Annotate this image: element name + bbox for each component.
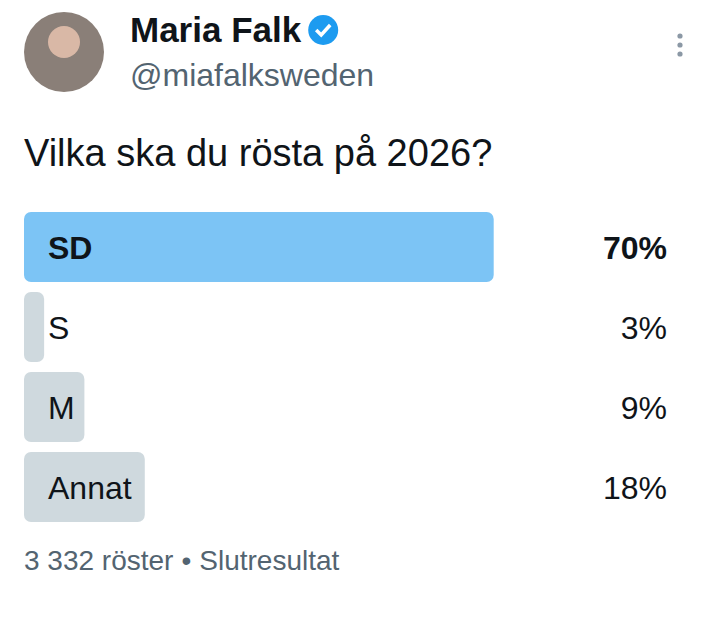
verified-badge [308, 15, 338, 45]
menu-dot[interactable] [677, 42, 682, 47]
bars [24, 212, 494, 522]
post-header: Maria Falk @miafalksweden [24, 10, 683, 93]
menu-dot[interactable] [677, 33, 682, 38]
badge-circle [308, 15, 338, 45]
option-label: Annat [48, 470, 132, 506]
avatar[interactable] [24, 12, 104, 92]
vote-count: 3 332 röster [24, 545, 173, 576]
percent-label: 70% [603, 230, 667, 266]
poll-question: Vilka ska du rösta på 2026? [24, 132, 492, 174]
percent-label: 18% [603, 470, 667, 506]
author-handle[interactable]: @miafalksweden [130, 57, 374, 93]
option-label: SD [48, 230, 92, 266]
poll-bar [24, 292, 44, 362]
poll-bar [24, 372, 84, 442]
avatar-face [48, 26, 80, 58]
poll-card: Maria Falk @miafalksweden Vilka ska du rös… [0, 0, 720, 621]
option-label: S [48, 310, 69, 346]
percent-label: 9% [621, 390, 667, 426]
percent-label: 3% [621, 310, 667, 346]
separator: • [181, 545, 191, 576]
labels: SD S M Annat 70% 3% 9% 18% [48, 230, 667, 506]
poll-bar [24, 212, 494, 282]
poll-footer: 3 332 röster • Slutresultat [24, 545, 340, 576]
poll-status: Slutresultat [199, 545, 339, 576]
option-label: M [48, 390, 75, 426]
poll-bar [24, 452, 145, 522]
menu-dot[interactable] [677, 51, 682, 56]
badge-check [316, 25, 330, 35]
author-name[interactable]: Maria Falk [130, 10, 302, 49]
